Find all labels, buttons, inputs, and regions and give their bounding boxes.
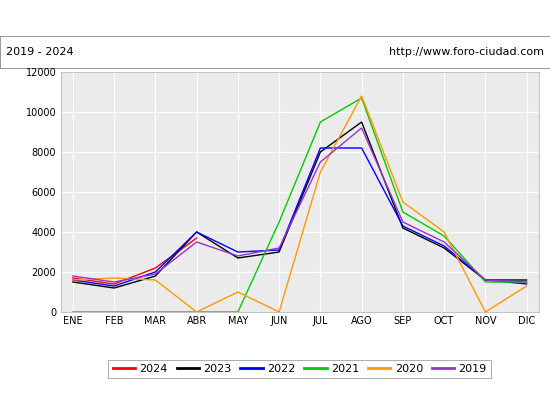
Text: Evolucion Nº Turistas Nacionales en el municipio de Cabrales: Evolucion Nº Turistas Nacionales en el m… [63, 11, 487, 25]
Legend: 2024, 2023, 2022, 2021, 2020, 2019: 2024, 2023, 2022, 2021, 2020, 2019 [108, 360, 491, 378]
Text: 2019 - 2024: 2019 - 2024 [6, 47, 73, 57]
Text: http://www.foro-ciudad.com: http://www.foro-ciudad.com [389, 47, 544, 57]
